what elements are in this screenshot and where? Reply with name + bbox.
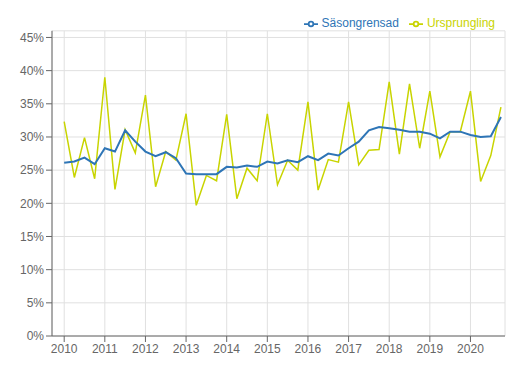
svg-text:2017: 2017	[335, 342, 362, 356]
svg-text:40%: 40%	[20, 64, 44, 78]
html-text:Säsongrensad: Säsongrensad	[321, 16, 399, 30]
svg-text:2013: 2013	[173, 342, 200, 356]
svg-text:2020: 2020	[457, 342, 484, 356]
svg-text:2018: 2018	[376, 342, 403, 356]
svg-text:2015: 2015	[254, 342, 281, 356]
svg-text:2019: 2019	[416, 342, 443, 356]
svg-text:2010: 2010	[51, 342, 78, 356]
svg-text:25%: 25%	[20, 163, 44, 177]
svg-text:2012: 2012	[132, 342, 159, 356]
svg-text:10%: 10%	[20, 263, 44, 277]
svg-text:0%: 0%	[27, 329, 45, 343]
svg-text:5%: 5%	[27, 296, 45, 310]
svg-text:2011: 2011	[92, 342, 118, 356]
svg-text:2014: 2014	[213, 342, 240, 356]
svg-text:35%: 35%	[20, 97, 44, 111]
svg-text:45%: 45%	[20, 31, 44, 45]
svg-text:2016: 2016	[295, 342, 322, 356]
html-text:Ursprungling: Ursprungling	[427, 16, 495, 30]
svg-text:20%: 20%	[20, 197, 44, 211]
svg-text:15%: 15%	[20, 230, 44, 244]
svg-text:30%: 30%	[20, 130, 44, 144]
